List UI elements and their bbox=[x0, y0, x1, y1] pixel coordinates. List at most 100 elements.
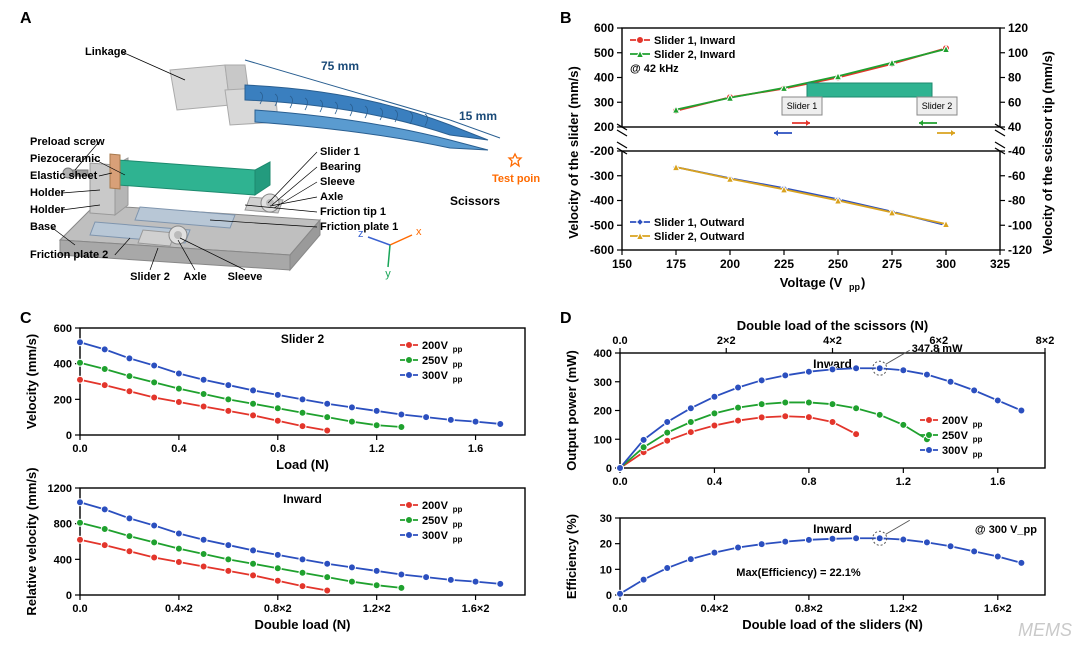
svg-text:-120: -120 bbox=[1008, 243, 1032, 257]
svg-text:60: 60 bbox=[1008, 95, 1022, 109]
svg-text:Slider 1: Slider 1 bbox=[320, 146, 360, 158]
svg-text:1200: 1200 bbox=[48, 483, 72, 495]
panel-b: B 15017520022525027530032520030040050060… bbox=[560, 10, 1060, 295]
svg-text:250: 250 bbox=[422, 515, 440, 527]
svg-text:V: V bbox=[441, 370, 449, 382]
svg-text:100: 100 bbox=[594, 434, 612, 446]
svg-text:x: x bbox=[416, 226, 422, 238]
svg-text:Velocity of the slider (mm/s): Velocity of the slider (mm/s) bbox=[566, 66, 581, 239]
svg-text:0.8×2: 0.8×2 bbox=[264, 603, 292, 615]
svg-text:400: 400 bbox=[54, 359, 72, 371]
svg-text:V: V bbox=[961, 430, 969, 442]
svg-text:-80: -80 bbox=[1008, 194, 1026, 208]
panel-b-svg: 150175200225250275300325200300400500600-… bbox=[560, 10, 1060, 295]
svg-text:Double load of the scissors (N: Double load of the scissors (N) bbox=[737, 318, 928, 333]
svg-text:-40: -40 bbox=[1008, 144, 1026, 158]
svg-text:@ 42 kHz: @ 42 kHz bbox=[630, 63, 679, 75]
svg-text:V: V bbox=[961, 415, 969, 427]
svg-text:Max(Efficiency) = 22.1%: Max(Efficiency) = 22.1% bbox=[736, 567, 861, 579]
svg-text:300: 300 bbox=[942, 445, 960, 457]
svg-text:400: 400 bbox=[54, 554, 72, 566]
svg-text:200: 200 bbox=[942, 415, 960, 427]
svg-text:300: 300 bbox=[422, 370, 440, 382]
svg-text:10: 10 bbox=[600, 564, 612, 576]
svg-text:Sleeve: Sleeve bbox=[320, 176, 355, 188]
svg-text:pp: pp bbox=[453, 535, 463, 544]
svg-text:-600: -600 bbox=[590, 243, 614, 257]
svg-text:Sleeve: Sleeve bbox=[228, 271, 263, 283]
svg-text:500: 500 bbox=[594, 46, 614, 60]
svg-text:1.6: 1.6 bbox=[990, 476, 1005, 488]
svg-text:200: 200 bbox=[720, 257, 740, 271]
svg-text:Friction plate 2: Friction plate 2 bbox=[30, 249, 108, 261]
svg-text:V: V bbox=[441, 340, 449, 352]
panel-c-label: C bbox=[20, 310, 32, 328]
svg-text:V: V bbox=[441, 355, 449, 367]
svg-text:0.0: 0.0 bbox=[612, 476, 627, 488]
svg-text:300: 300 bbox=[594, 377, 612, 389]
svg-text:40: 40 bbox=[1008, 120, 1022, 134]
svg-text:Slider 2, Inward: Slider 2, Inward bbox=[654, 49, 735, 61]
svg-text:4×2: 4×2 bbox=[823, 335, 842, 347]
svg-text:300: 300 bbox=[594, 95, 614, 109]
svg-text:15 mm: 15 mm bbox=[459, 109, 497, 123]
svg-text:pp: pp bbox=[973, 435, 983, 444]
svg-text:400: 400 bbox=[594, 348, 612, 360]
svg-text:Slider 2: Slider 2 bbox=[130, 271, 170, 283]
svg-text:600: 600 bbox=[594, 21, 614, 35]
svg-text:75 mm: 75 mm bbox=[321, 59, 359, 73]
svg-text:Holder: Holder bbox=[30, 204, 66, 216]
svg-text:V: V bbox=[441, 530, 449, 542]
svg-text:Elastic sheet: Elastic sheet bbox=[30, 170, 98, 182]
svg-text:0.8: 0.8 bbox=[801, 476, 816, 488]
svg-text:Axle: Axle bbox=[320, 191, 343, 203]
svg-text:0: 0 bbox=[606, 590, 612, 602]
svg-text:0: 0 bbox=[66, 590, 72, 602]
svg-text:Base: Base bbox=[30, 221, 56, 233]
svg-text:-100: -100 bbox=[1008, 218, 1032, 232]
svg-text:1.2: 1.2 bbox=[896, 476, 911, 488]
svg-text:Scissors: Scissors bbox=[450, 194, 500, 208]
svg-text:Inward: Inward bbox=[283, 492, 322, 506]
svg-text:200: 200 bbox=[594, 120, 614, 134]
svg-text:y: y bbox=[385, 268, 391, 280]
svg-text:pp: pp bbox=[849, 282, 860, 292]
svg-text:pp: pp bbox=[453, 360, 463, 369]
watermark: MEMS bbox=[1018, 620, 1072, 641]
svg-text:V: V bbox=[441, 515, 449, 527]
svg-text:600: 600 bbox=[54, 323, 72, 335]
svg-text:Voltage (V: Voltage (V bbox=[780, 275, 843, 290]
svg-text:Slider 1, Inward: Slider 1, Inward bbox=[654, 35, 735, 47]
svg-text:1.6×2: 1.6×2 bbox=[462, 603, 490, 615]
svg-text:1.2: 1.2 bbox=[369, 443, 384, 455]
svg-text:Double load of the sliders (N): Double load of the sliders (N) bbox=[742, 617, 923, 632]
panel-d-label: D bbox=[560, 310, 572, 328]
svg-text:250: 250 bbox=[422, 355, 440, 367]
svg-text:1.2×2: 1.2×2 bbox=[363, 603, 391, 615]
svg-text:300: 300 bbox=[422, 530, 440, 542]
svg-text:Inward: Inward bbox=[813, 522, 852, 536]
svg-text:150: 150 bbox=[612, 257, 632, 271]
svg-text:8×2: 8×2 bbox=[1036, 335, 1055, 347]
svg-text:400: 400 bbox=[594, 71, 614, 85]
svg-text:pp: pp bbox=[973, 420, 983, 429]
svg-text:1.6×2: 1.6×2 bbox=[984, 603, 1012, 615]
panel-d: D 0.00.40.81.21.601002003004000.02×24×26… bbox=[560, 310, 1060, 640]
svg-text:V: V bbox=[961, 445, 969, 457]
svg-text:@ 300 V_pp: @ 300 V_pp bbox=[975, 524, 1037, 536]
svg-text:Velocity of the scissor tip (m: Velocity of the scissor tip (mm/s) bbox=[1040, 51, 1055, 254]
panel-d-svg: 0.00.40.81.21.601002003004000.02×24×26×2… bbox=[560, 310, 1060, 640]
svg-text:Slider 1, Outward: Slider 1, Outward bbox=[654, 217, 744, 229]
svg-text:Test point: Test point bbox=[492, 173, 540, 185]
svg-text:Piezoceramic: Piezoceramic bbox=[30, 153, 100, 165]
panel-b-label: B bbox=[560, 10, 572, 28]
svg-text:0.0: 0.0 bbox=[612, 603, 627, 615]
svg-text:Slider 2, Outward: Slider 2, Outward bbox=[654, 231, 744, 243]
svg-text:0.0: 0.0 bbox=[72, 603, 87, 615]
svg-text:Load (N): Load (N) bbox=[276, 457, 329, 472]
svg-text:Axle: Axle bbox=[183, 271, 206, 283]
svg-text:2×2: 2×2 bbox=[717, 335, 736, 347]
svg-text:Slider 2: Slider 2 bbox=[922, 101, 953, 111]
svg-text:200: 200 bbox=[422, 500, 440, 512]
svg-text:275: 275 bbox=[882, 257, 902, 271]
